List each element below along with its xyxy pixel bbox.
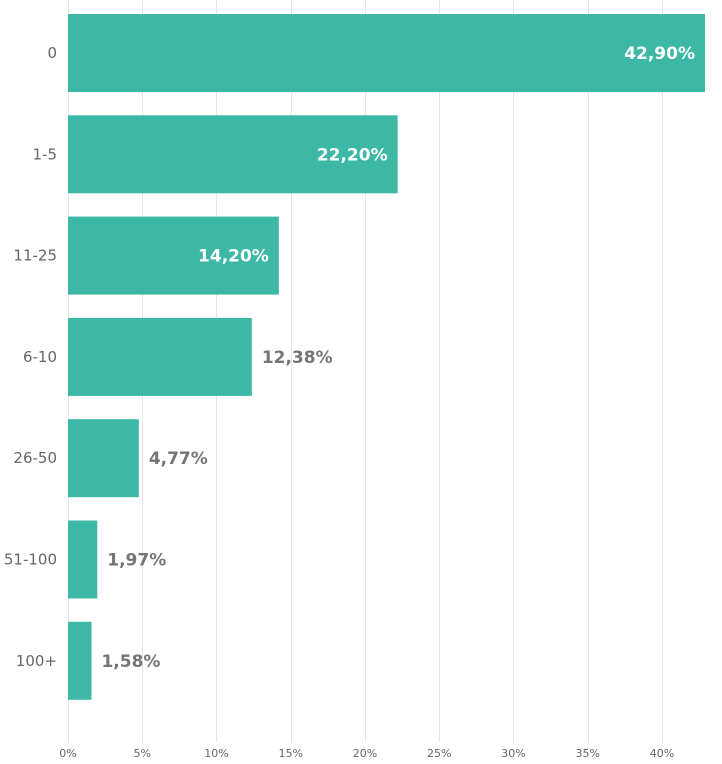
x-tick-label: 35% (575, 747, 599, 760)
bar-26-50 (68, 419, 139, 498)
category-label: 100+ (16, 652, 57, 670)
bars (68, 14, 705, 700)
bar-100+ (68, 621, 92, 700)
value-label: 22,20% (317, 145, 388, 165)
category-label: 1-5 (33, 145, 58, 163)
value-label: 42,90% (624, 44, 695, 64)
value-label: 4,77% (149, 449, 208, 469)
x-tick-label: 20% (353, 747, 377, 760)
value-labels: 42,90% 22,20% 14,20% 12,38% 4,77% 1,97% 1,58% (101, 44, 695, 672)
x-axis-tick-labels: 0% 5% 10% 15% 20% 25% 30% 35% 40% (59, 747, 674, 760)
value-label: 1,97% (107, 551, 166, 571)
x-tick-label: 30% (501, 747, 525, 760)
x-tick-label: 5% (134, 747, 151, 760)
category-labels: 0 1-5 11-25 6-10 26-50 51-100 100+ (4, 44, 57, 670)
x-tick-label: 10% (204, 747, 228, 760)
category-label: 0 (47, 44, 57, 62)
value-label: 12,38% (262, 348, 333, 368)
x-tick-label: 15% (279, 747, 303, 760)
x-tick-label: 40% (650, 747, 674, 760)
value-label: 14,20% (198, 247, 269, 267)
bar-11-25 (68, 216, 279, 295)
value-label: 1,58% (101, 652, 160, 672)
category-label: 11-25 (13, 247, 57, 265)
bar-6-10 (68, 317, 252, 396)
bar-0 (68, 14, 705, 92)
category-label: 26-50 (13, 449, 57, 467)
x-tick-label: 0% (59, 747, 76, 760)
category-label: 51-100 (4, 551, 57, 569)
category-label: 6-10 (23, 348, 57, 366)
bar-1-5 (68, 115, 398, 194)
bar-51-100 (68, 520, 98, 599)
x-tick-label: 25% (427, 747, 451, 760)
